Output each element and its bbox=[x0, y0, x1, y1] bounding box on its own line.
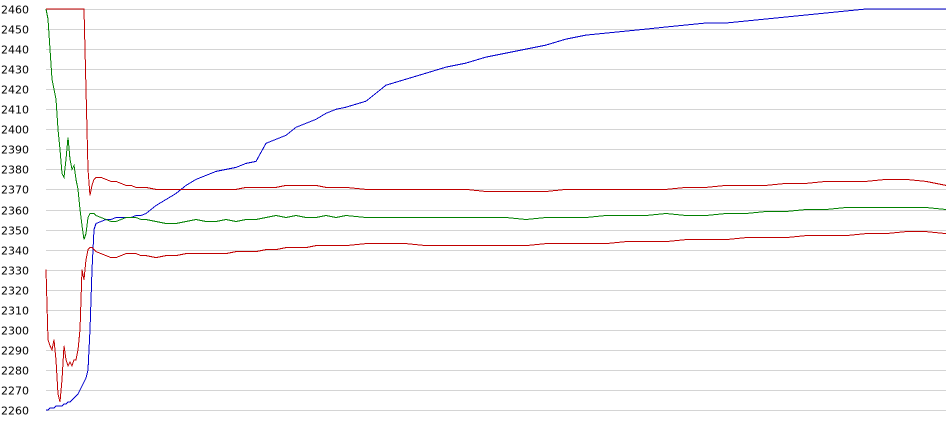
y-tick-labels: 2260 2270 2280 2290 2300 2310 2320 2330 2340 2350… bbox=[1, 4, 29, 418]
y-tick-label: 2270 bbox=[1, 385, 29, 398]
y-tick-label: 2380 bbox=[1, 164, 29, 177]
series-2 bbox=[45, 8, 947, 240]
y-tick-label: 2370 bbox=[1, 184, 29, 197]
y-tick-label: 2330 bbox=[1, 265, 29, 278]
y-tick-label: 2290 bbox=[1, 345, 29, 358]
y-tick-label: 2410 bbox=[1, 104, 29, 117]
series-line-4 bbox=[45, 231, 947, 403]
y-tick-label: 2460 bbox=[1, 4, 29, 17]
y-tick-label: 2400 bbox=[1, 124, 29, 137]
y-tick-label: 2450 bbox=[1, 24, 29, 37]
series-line-1 bbox=[46, 8, 946, 411]
y-tick-label: 2390 bbox=[1, 144, 29, 157]
y-tick-label: 2430 bbox=[1, 64, 29, 77]
y-tick-label: 2360 bbox=[1, 205, 29, 218]
y-tick-label: 2260 bbox=[1, 405, 29, 418]
y-tick-label: 2310 bbox=[1, 305, 29, 318]
series-3 bbox=[46, 8, 947, 196]
series-line-2 bbox=[45, 8, 947, 240]
y-tick-label: 2340 bbox=[1, 245, 29, 258]
y-tick-label: 2440 bbox=[1, 44, 29, 57]
series-lines bbox=[45, 8, 947, 411]
y-tick-label: 2420 bbox=[1, 84, 29, 97]
series-line-3 bbox=[46, 8, 947, 196]
y-tick-label: 2300 bbox=[1, 325, 29, 338]
y-tick-label: 2350 bbox=[1, 225, 29, 238]
series-1 bbox=[46, 8, 946, 411]
y-tick-label: 2320 bbox=[1, 285, 29, 298]
y-tick-label: 2280 bbox=[1, 365, 29, 378]
series-4 bbox=[45, 231, 947, 403]
